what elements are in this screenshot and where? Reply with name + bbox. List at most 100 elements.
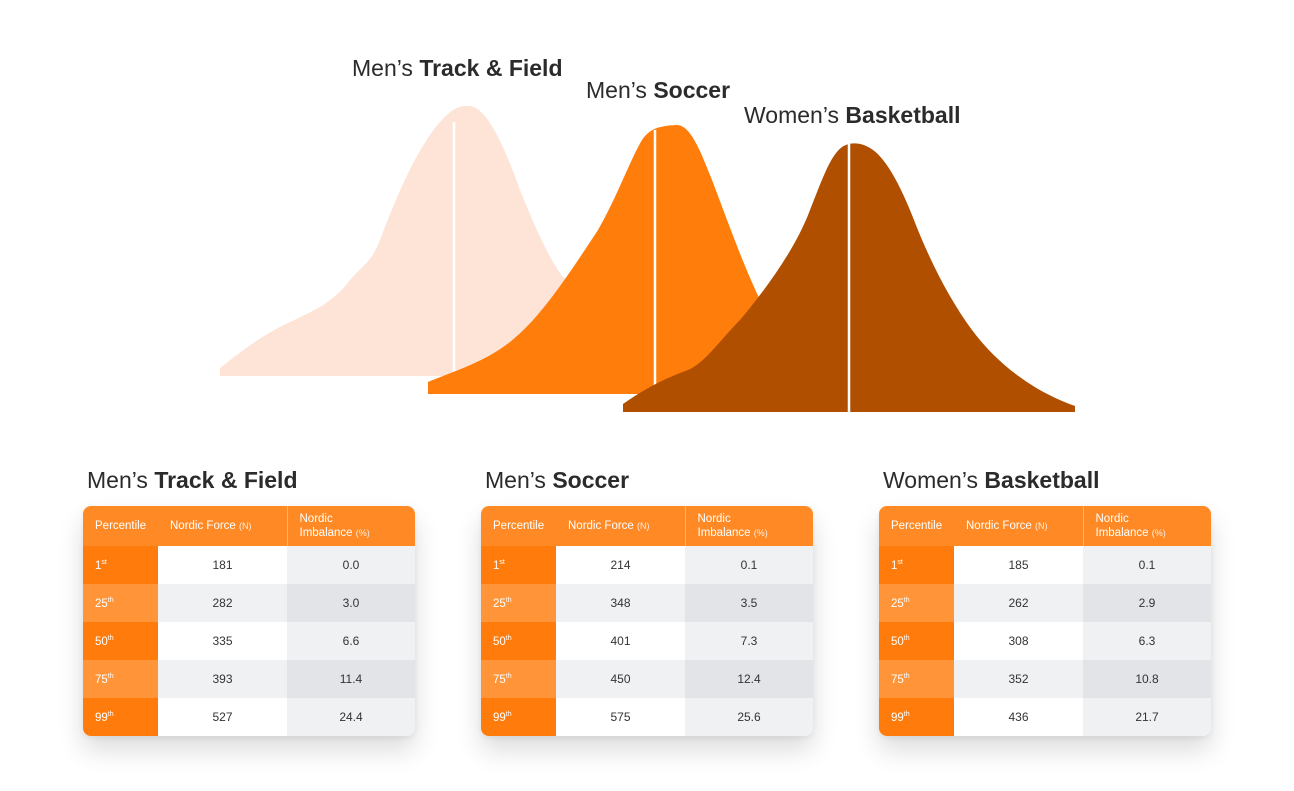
cell-percentile: 99th [83,698,158,736]
table-title: Men’s Track & Field [87,462,415,498]
header-imbalance-line2: Imbalance [299,527,353,539]
cell-percentile: 99th [879,698,954,736]
table-row: 50th 308 6.3 [879,622,1211,660]
header-nordic-force-label: Nordic Force [170,520,236,532]
header-percentile: Percentile [481,506,556,546]
header-nordic-force: Nordic Force (N) [954,506,1083,546]
header-nordic-imbalance: Nordic Imbalance (%) [684,506,813,546]
percentile-number: 25 [493,597,506,610]
percentile-number: 1 [493,559,500,572]
table-row: 1st 181 0.0 [83,546,415,584]
cell-nordic-force: 308 [954,622,1083,660]
header-imbalance-line2: Imbalance [1095,527,1149,539]
cell-percentile: 75th [879,660,954,698]
cell-percentile: 75th [83,660,158,698]
table-row: 1st 185 0.1 [879,546,1211,584]
cell-percentile: 1st [83,546,158,584]
cell-nordic-force: 450 [556,660,685,698]
table-panel-soccer: Men’s Soccer Percentile Nordic Force (N)… [481,462,813,736]
cell-nordic-imbalance: 24.4 [287,698,415,736]
table-title: Men’s Soccer [485,462,813,498]
percentile-number: 50 [95,635,108,648]
percentile-number: 25 [891,597,904,610]
series-label-bold: Soccer [653,77,731,103]
header-nordic-force-label: Nordic Force [966,520,1032,532]
percentile-number: 50 [891,635,904,648]
cell-percentile: 99th [481,698,556,736]
series-label-track-and-field: Men’s Track & Field [352,55,563,82]
table-header-row: Percentile Nordic Force (N) Nordic Imbala… [879,506,1211,546]
header-imbalance-unit: (%) [753,528,768,538]
percentile-suffix: th [505,672,512,680]
header-nordic-imbalance: Nordic Imbalance (%) [286,506,415,546]
cell-nordic-imbalance: 2.9 [1083,584,1211,622]
header-imbalance-unit: (%) [1151,528,1166,538]
cell-nordic-imbalance: 0.0 [287,546,415,584]
header-imbalance-line1: Nordic [299,513,333,525]
series-label-light: Men’s [352,55,420,81]
percentile-number: 99 [891,711,904,724]
distribution-chart [220,105,1075,413]
percentile-suffix: th [903,634,910,642]
percentile-table: Percentile Nordic Force (N) Nordic Imbala… [481,506,813,736]
percentile-number: 50 [493,635,506,648]
percentile-suffix: th [107,634,114,642]
cell-nordic-force: 348 [556,584,685,622]
percentile-number: 99 [95,711,108,724]
percentile-suffix: th [107,710,114,718]
cell-nordic-force: 527 [158,698,287,736]
cell-nordic-imbalance: 3.5 [685,584,813,622]
series-label-light: Women’s [744,102,846,128]
percentile-suffix: th [903,672,910,680]
percentile-suffix: st [101,558,107,566]
cell-percentile: 75th [481,660,556,698]
cell-nordic-force: 262 [954,584,1083,622]
table-row: 99th 575 25.6 [481,698,813,736]
cell-percentile: 50th [879,622,954,660]
table-row: 25th 262 2.9 [879,584,1211,622]
table-title-light: Men’s [87,467,155,493]
cell-nordic-imbalance: 11.4 [287,660,415,698]
cell-nordic-force: 181 [158,546,287,584]
cell-nordic-force: 393 [158,660,287,698]
table-title-light: Women’s [883,467,985,493]
cell-nordic-imbalance: 0.1 [685,546,813,584]
cell-nordic-imbalance: 25.6 [685,698,813,736]
percentile-suffix: th [107,672,114,680]
cell-percentile: 25th [481,584,556,622]
series-label-soccer: Men’s Soccer [586,77,730,104]
table-row: 75th 450 12.4 [481,660,813,698]
percentile-number: 25 [95,597,108,610]
cell-nordic-force: 185 [954,546,1083,584]
percentile-suffix: th [903,710,910,718]
header-nordic-force-unit: (N) [637,521,650,531]
cell-nordic-force: 352 [954,660,1083,698]
percentile-number: 1 [95,559,102,572]
cell-nordic-imbalance: 10.8 [1083,660,1211,698]
percentile-table-card: Percentile Nordic Force (N) Nordic Imbala… [83,506,415,736]
percentile-table: Percentile Nordic Force (N) Nordic Imbala… [83,506,415,736]
cell-nordic-imbalance: 6.3 [1083,622,1211,660]
header-percentile: Percentile [83,506,158,546]
cell-nordic-force: 401 [556,622,685,660]
cell-nordic-imbalance: 21.7 [1083,698,1211,736]
cell-nordic-imbalance: 7.3 [685,622,813,660]
table-title-bold: Soccer [552,467,630,493]
percentile-table-card: Percentile Nordic Force (N) Nordic Imbala… [481,506,813,736]
series-label-basketball: Women’s Basketball [744,102,960,129]
table-title: Women’s Basketball [883,462,1211,498]
cell-nordic-force: 575 [556,698,685,736]
header-nordic-force-label: Nordic Force [568,520,634,532]
table-row: 25th 282 3.0 [83,584,415,622]
header-nordic-imbalance: Nordic Imbalance (%) [1082,506,1211,546]
cell-percentile: 1st [481,546,556,584]
percentile-suffix: th [505,710,512,718]
table-title-light: Men’s [485,467,553,493]
header-imbalance-line2: Imbalance [697,527,751,539]
header-imbalance-line1: Nordic [1095,513,1129,525]
header-percentile: Percentile [879,506,954,546]
table-panel-basketball: Women’s Basketball Percentile Nordic For… [879,462,1211,736]
percentile-suffix: th [107,596,114,604]
percentile-suffix: st [499,558,505,566]
cell-nordic-force: 214 [556,546,685,584]
